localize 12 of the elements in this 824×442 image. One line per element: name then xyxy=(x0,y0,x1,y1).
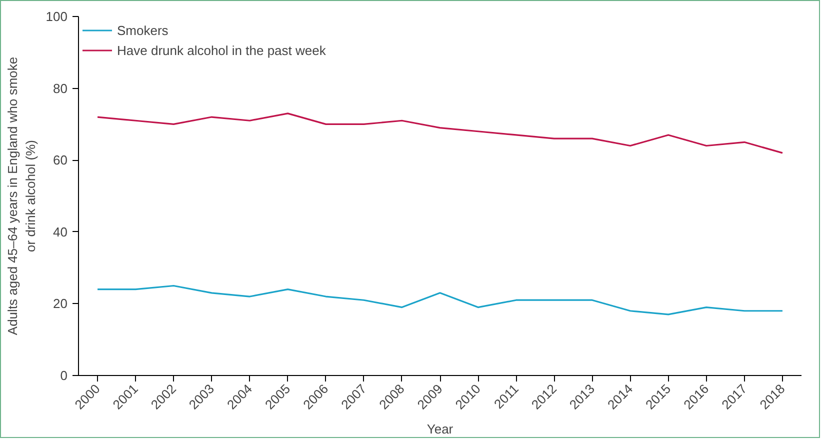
x-axis-title: Year xyxy=(426,421,454,436)
line-series xyxy=(96,284,784,316)
y-tick-label: 60 xyxy=(53,152,68,168)
legend-label: Have drunk alcohol in the past week xyxy=(117,42,326,58)
legend-label: Smokers xyxy=(117,22,168,38)
y-tick-label: 20 xyxy=(53,296,68,312)
line-series xyxy=(96,112,784,154)
y-tick-label: 40 xyxy=(53,224,68,240)
y-axis-title: Adults aged 45–64 years in England who smoke or drink alcohol (%) xyxy=(4,56,38,336)
y-tick-label: 100 xyxy=(46,9,68,24)
y-tick-label: 80 xyxy=(53,80,68,96)
y-tick-label: 0 xyxy=(60,368,68,383)
